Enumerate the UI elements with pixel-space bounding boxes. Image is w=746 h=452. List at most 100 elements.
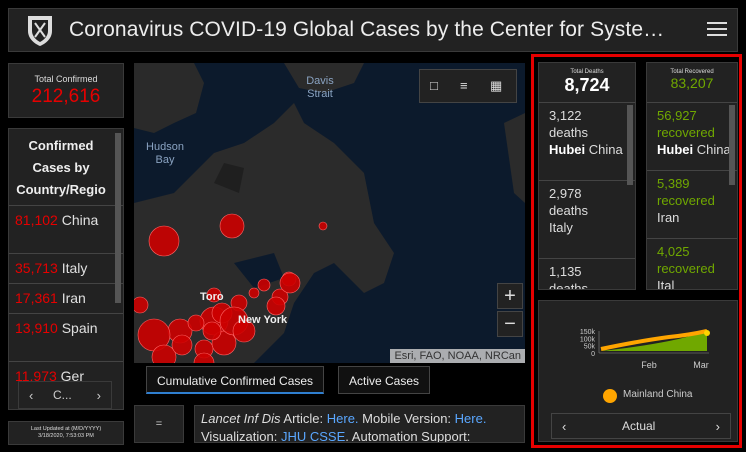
death-count: 2,978 deaths: [549, 186, 589, 218]
list-item[interactable]: 81,102 China: [9, 205, 123, 253]
zoom-out-button[interactable]: −: [497, 311, 523, 337]
country-name: China: [61, 212, 99, 228]
series-point: [704, 330, 710, 336]
case-count: 13,910: [15, 320, 58, 336]
map-label-davis-strait: Davis Strait: [306, 75, 334, 100]
recovered-value: 83,207: [670, 75, 714, 91]
deaths-label: Total Deaths: [570, 69, 604, 75]
scrollbar[interactable]: [729, 105, 735, 185]
map-attribution: Esri, FAO, NOAA, NRCan: [390, 349, 525, 363]
last-updated-panel: Last Updated at (M/D/YYYY) 3/18/2020, 7:…: [8, 421, 124, 445]
recovered-panel[interactable]: Total Recovered 83,207 56,927 recovered …: [646, 62, 738, 290]
zoom-in-button[interactable]: +: [497, 283, 523, 309]
pager-label: C...: [53, 388, 72, 402]
case-count: 81,102: [15, 212, 58, 228]
page-title: Coronavirus COVID-19 Global Cases by the…: [69, 18, 665, 41]
legend-label: Mainland China: [623, 389, 693, 400]
chart-pager[interactable]: ‹ Actual ›: [551, 413, 731, 439]
province-name: Hubei: [549, 142, 586, 157]
map-view[interactable]: Davis Strait Hudson Bay Toro New York □ …: [134, 63, 525, 363]
death-count: 3,122 deaths: [549, 108, 589, 140]
last-updated-value: 3/18/2020, 7:53:03 PM: [38, 433, 94, 439]
chart-legend: Mainland China: [623, 389, 693, 400]
recovered-header: Total Recovered 83,207: [647, 63, 737, 103]
chevron-right-icon[interactable]: ›: [96, 388, 101, 403]
article-link[interactable]: Here.: [326, 411, 359, 426]
article-text: Article:: [280, 411, 327, 426]
legend-marker: [603, 389, 617, 403]
qr-code-icon[interactable]: ▦: [490, 78, 503, 93]
automation-text: . Automation Support:: [345, 429, 471, 443]
jhu-logo-icon: [28, 16, 52, 46]
x-tick-label: Feb: [641, 360, 657, 370]
info-menu-button[interactable]: =: [134, 405, 184, 443]
country-name: Iran: [61, 290, 86, 306]
mobile-text: Mobile Version:: [358, 411, 455, 426]
deaths-value: 8,724: [564, 75, 610, 95]
map-label-new-york: New York: [238, 314, 288, 326]
list-item[interactable]: 13,910 Spain: [9, 313, 123, 361]
tab-cumulative-confirmed[interactable]: Cumulative Confirmed Cases: [146, 366, 325, 394]
country-list[interactable]: Confirmed Cases by Country/Regio 81,102 …: [8, 128, 124, 410]
last-updated-label: Last Updated at (M/D/YYYY): [30, 426, 102, 432]
chevron-right-icon[interactable]: ›: [715, 419, 720, 434]
list-item[interactable]: 56,927 recovered Hubei China: [647, 103, 737, 171]
map-toolbar: □ ≡ ▦: [419, 69, 517, 103]
list-item[interactable]: 35,713 Italy: [9, 253, 123, 283]
y-tick-label: 0: [591, 351, 595, 358]
jhu-link[interactable]: JHU CSSE: [280, 429, 346, 443]
country-name: Ger: [60, 368, 85, 384]
recovered-word: recovered: [657, 125, 715, 140]
recovered-area: [601, 331, 707, 351]
list-item[interactable]: 4,025 recovered Ital: [647, 239, 737, 290]
list-item[interactable]: 2,978 deaths Italy: [539, 181, 635, 259]
country-list-heading: Confirmed Cases by Country/Regio: [16, 138, 106, 197]
y-tick-label: 100k: [580, 336, 596, 343]
recovered-word: recovered: [657, 193, 715, 208]
map-label-toronto: Toro: [200, 291, 224, 303]
tab-active-cases[interactable]: Active Cases: [338, 366, 431, 394]
recovered-count: 4,025: [657, 244, 690, 259]
list-icon[interactable]: ≡: [460, 78, 468, 93]
viz-text: Visualization:: [201, 429, 281, 443]
country-name: Spain: [61, 320, 98, 336]
chevron-left-icon[interactable]: ‹: [562, 419, 567, 434]
recovered-label: Total Recovered: [670, 69, 714, 75]
total-confirmed-panel: Total Confirmed 212,616: [8, 63, 124, 118]
country-name: China: [588, 142, 623, 157]
country-list-pager[interactable]: ‹ C... ›: [18, 381, 112, 409]
list-item[interactable]: 17,361 Iran: [9, 283, 123, 313]
country-name: China: [696, 142, 731, 157]
chevron-left-icon[interactable]: ‹: [29, 388, 34, 403]
deaths-header: Total Deaths 8,724: [539, 63, 635, 103]
case-count: 11,973: [15, 368, 57, 384]
case-count: 35,713: [15, 260, 58, 276]
list-item[interactable]: 3,122 deaths Hubei China: [539, 103, 635, 181]
country-name: Italy: [61, 260, 88, 276]
scrollbar[interactable]: [627, 105, 633, 185]
scrollbar[interactable]: [115, 133, 121, 303]
menu-icon[interactable]: [707, 19, 727, 39]
country-name: Ital: [657, 278, 675, 290]
pager-label: Actual: [622, 419, 656, 433]
country-name: Italy: [549, 220, 573, 235]
deaths-panel[interactable]: Total Deaths 8,724 3,122 deaths Hubei Ch…: [538, 62, 636, 290]
recovered-word: recovered: [657, 261, 715, 276]
recovered-count: 56,927: [657, 108, 697, 123]
mobile-link[interactable]: Here.: [454, 411, 487, 426]
bookmark-icon[interactable]: □: [430, 78, 438, 93]
death-count: 1,135 deaths: [549, 264, 589, 290]
total-confirmed-label: Total Confirmed: [34, 74, 98, 84]
list-item[interactable]: 11,973 Ger: [9, 361, 123, 391]
trend-chart-panel: 150k 100k 50k 0 Feb Mar Mainland China ‹ Actu…: [538, 300, 738, 442]
article-source: Lancet Inf Dis: [201, 411, 281, 426]
case-count: 17,361: [15, 290, 58, 306]
case-bubbles[interactable]: [134, 63, 525, 363]
total-confirmed-value: 212,616: [31, 86, 101, 107]
map-label-hudson-bay: Hudson Bay: [146, 141, 184, 166]
map-land: [134, 63, 525, 363]
list-item[interactable]: 5,389 recovered Iran: [647, 171, 737, 239]
recovered-count: 5,389: [657, 176, 690, 191]
list-item[interactable]: 1,135 deaths: [539, 259, 635, 290]
